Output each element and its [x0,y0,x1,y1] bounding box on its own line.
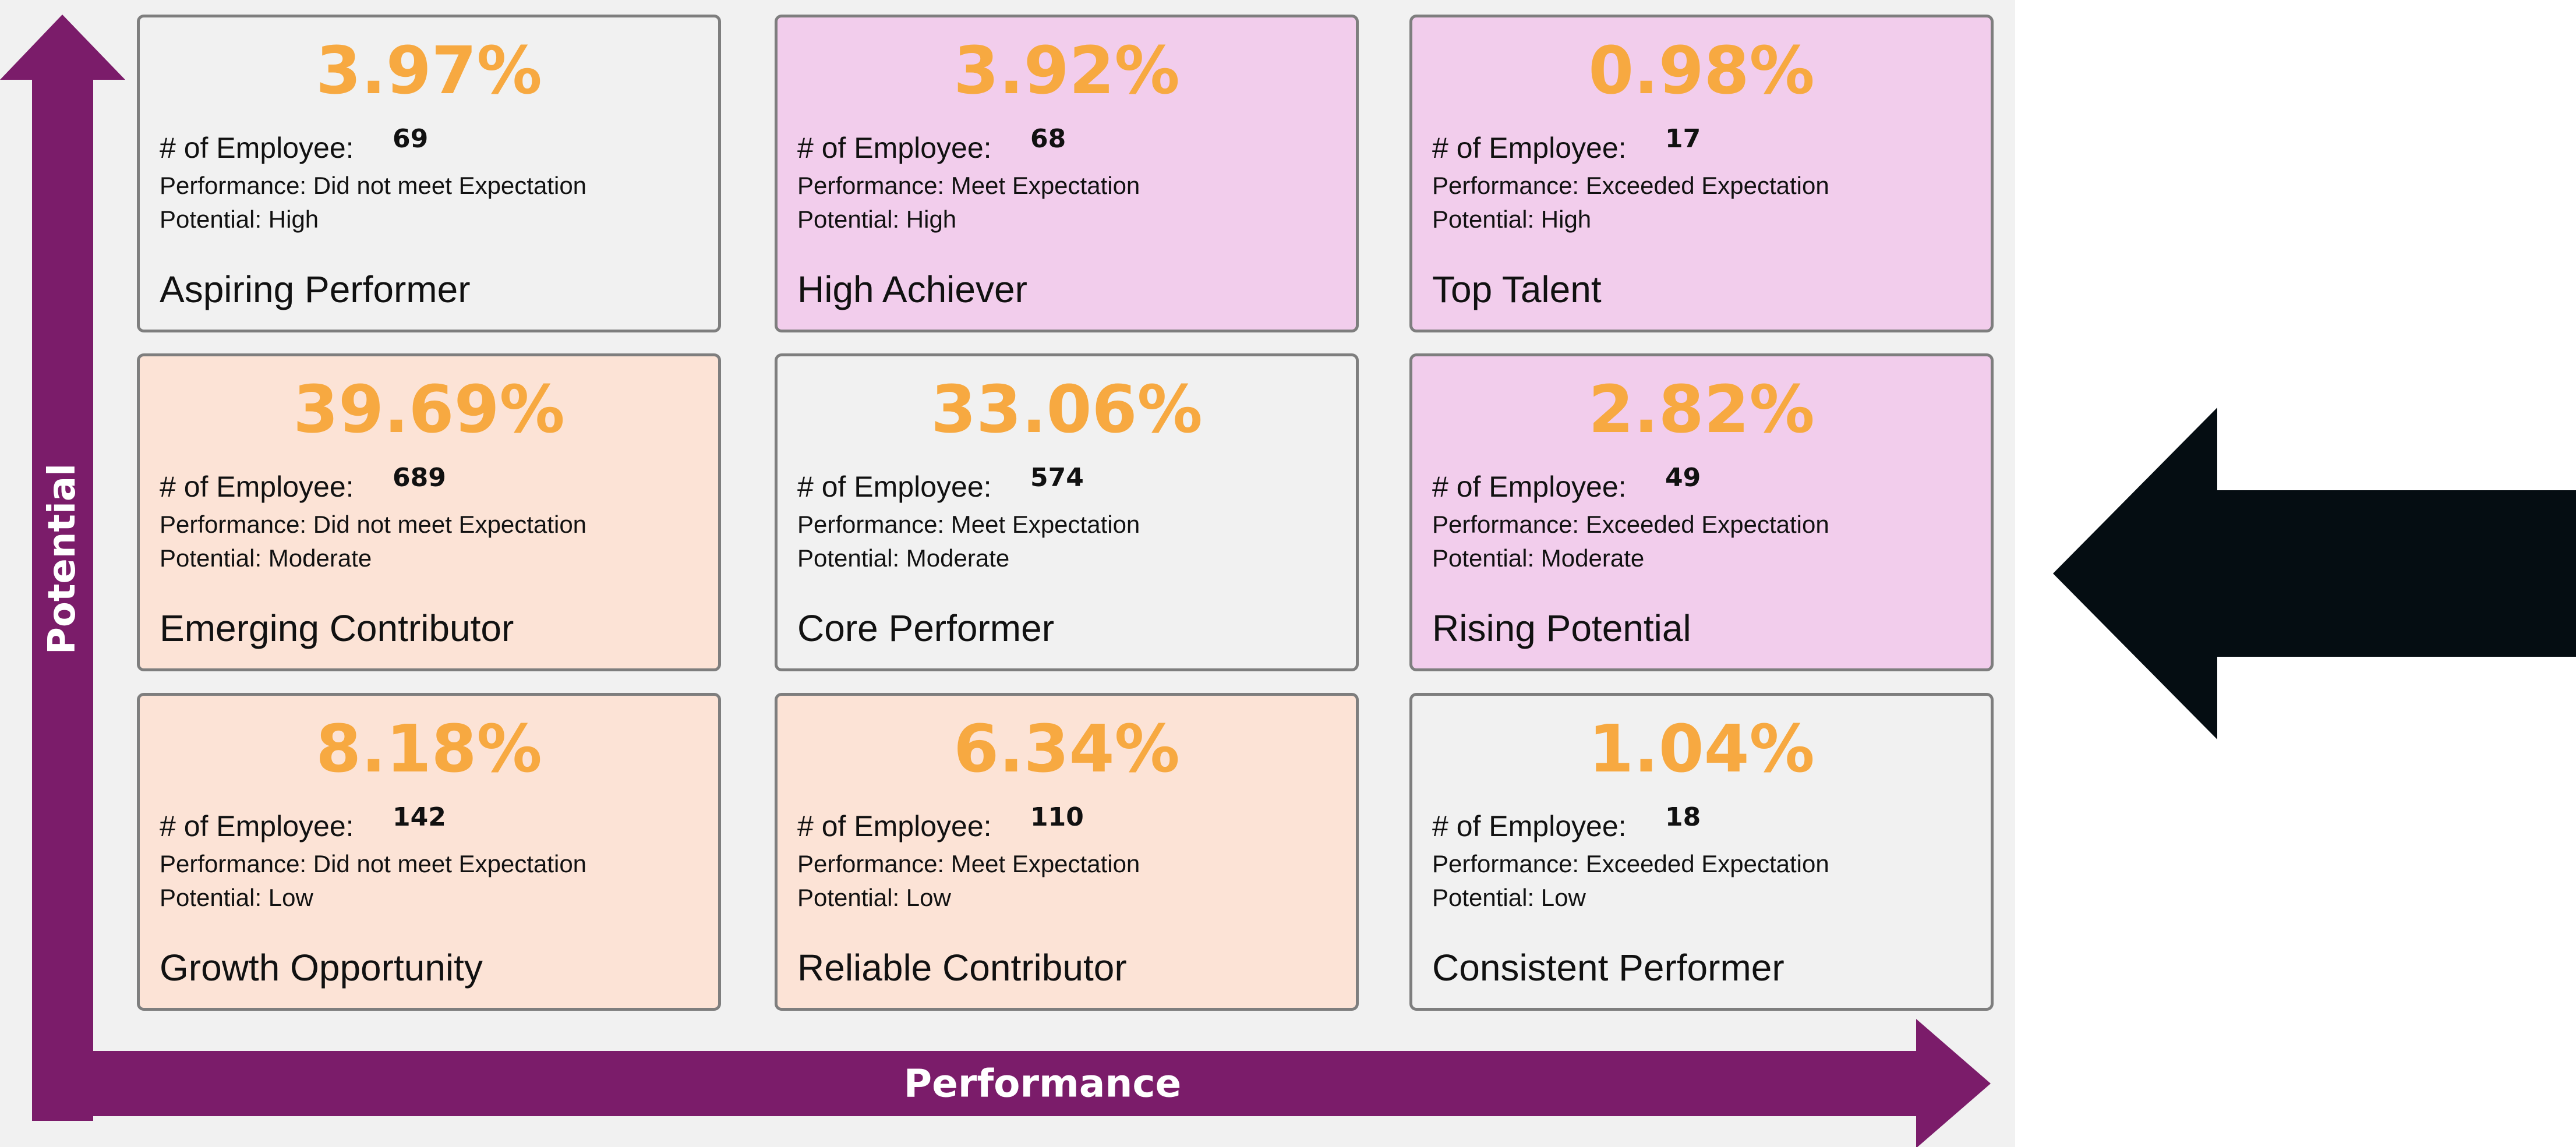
employee-row: # of Employee: 110 [797,802,1084,843]
segment-name: Aspiring Performer [160,268,471,310]
employee-label: # of Employee: [160,132,354,164]
box-reliable-contributor: 6.34% # of Employee: 110 Performance: Meet … [775,693,1359,1011]
box-rising-potential: 2.82% # of Employee: 49 Performance: Exceed… [1409,353,1994,671]
segment-name: Core Performer [797,607,1054,649]
potential-text: Potential: Moderate [797,544,1010,572]
y-axis-arrow [0,15,125,1121]
potential-text: Potential: High [1432,206,1592,233]
employee-count: 49 [1665,463,1701,493]
performance-text: Performance: Did not meet Expectation [160,850,587,877]
employee-row: # of Employee: 142 [160,802,446,843]
performance-text: Performance: Meet Expectation [797,850,1140,877]
employee-count: 574 [1030,463,1084,493]
employee-label: # of Employee: [797,132,992,164]
employee-label: # of Employee: [797,810,992,842]
box-high-achiever: 3.92% # of Employee: 68 Performance: Meet E… [775,15,1359,332]
performance-text: Performance: Exceeded Expectation [1432,511,1829,538]
employee-label: # of Employee: [797,470,992,503]
percent-value: 1.04% [1588,711,1815,787]
employee-row: # of Employee: 574 [797,463,1084,504]
employee-label: # of Employee: [1432,810,1627,842]
potential-text: Potential: Low [797,884,951,911]
percent-value: 0.98% [1588,33,1815,109]
segment-name: High Achiever [797,268,1027,310]
percent-value: 39.69% [293,372,565,448]
segment-name: Growth Opportunity [160,947,483,989]
performance-text: Performance: Exceeded Expectation [1432,850,1829,877]
potential-text: Potential: Low [1432,884,1586,911]
percent-value: 3.97% [316,33,542,109]
percent-value: 6.34% [953,711,1180,787]
box-emerging-contributor: 39.69% # of Employee: 689 Performance: Did … [137,353,721,671]
employee-count: 18 [1665,802,1701,832]
potential-text: Potential: Low [160,884,313,911]
potential-text: Potential: Moderate [1432,544,1645,572]
employee-label: # of Employee: [1432,132,1627,164]
performance-text: Performance: Meet Expectation [797,172,1140,199]
performance-text: Performance: Did not meet Expectation [160,172,587,199]
employee-row: # of Employee: 69 [160,124,428,165]
segment-name: Rising Potential [1432,607,1691,649]
percent-value: 3.92% [953,33,1180,109]
employee-row: # of Employee: 18 [1432,802,1701,843]
employee-count: 68 [1030,124,1066,154]
box-consistent-performer: 1.04% # of Employee: 18 Performance: Exceed… [1409,693,1994,1011]
performance-text: Performance: Meet Expectation [797,511,1140,538]
segment-name: Emerging Contributor [160,607,514,649]
employee-count: 689 [393,463,446,493]
left-arrow-icon [2053,408,2576,739]
performance-text: Performance: Did not meet Expectation [160,511,587,538]
box-core-performer: 33.06% # of Employee: 574 Performance: Meet… [775,353,1359,671]
employee-count: 142 [393,802,446,832]
box-aspiring-performer: 3.97% # of Employee: 69 Performance: Did no… [137,15,721,332]
employee-label: # of Employee: [1432,470,1627,503]
employee-count: 17 [1665,124,1701,154]
employee-label: # of Employee: [160,810,354,842]
segment-name: Top Talent [1432,268,1602,310]
potential-text: Potential: High [160,206,319,233]
y-axis-title: Potential [41,463,84,655]
box-growth-opportunity: 8.18% # of Employee: 142 Performance: Did n… [137,693,721,1011]
employee-count: 69 [393,124,429,154]
segment-name: Reliable Contributor [797,947,1127,989]
employee-label: # of Employee: [160,470,354,503]
segment-name: Consistent Performer [1432,947,1785,989]
employee-row: # of Employee: 689 [160,463,446,504]
performance-text: Performance: Exceeded Expectation [1432,172,1829,199]
nine-box-panel: Potential Performance 3.97% # of Employee… [0,0,2015,1147]
percent-value: 2.82% [1588,372,1815,448]
axes [0,15,1991,1147]
employee-row: # of Employee: 68 [797,124,1066,165]
percent-value: 8.18% [316,711,542,787]
x-axis-title: Performance [903,1061,1182,1106]
employee-row: # of Employee: 49 [1432,463,1701,504]
x-axis-arrow [32,1019,1991,1147]
potential-text: Potential: Moderate [160,544,372,572]
employee-row: # of Employee: 17 [1432,124,1701,165]
employee-count: 110 [1030,802,1084,832]
box-top-talent: 0.98% # of Employee: 17 Performance: Exceed… [1409,15,1994,332]
percent-value: 33.06% [931,372,1203,448]
potential-text: Potential: High [797,206,957,233]
